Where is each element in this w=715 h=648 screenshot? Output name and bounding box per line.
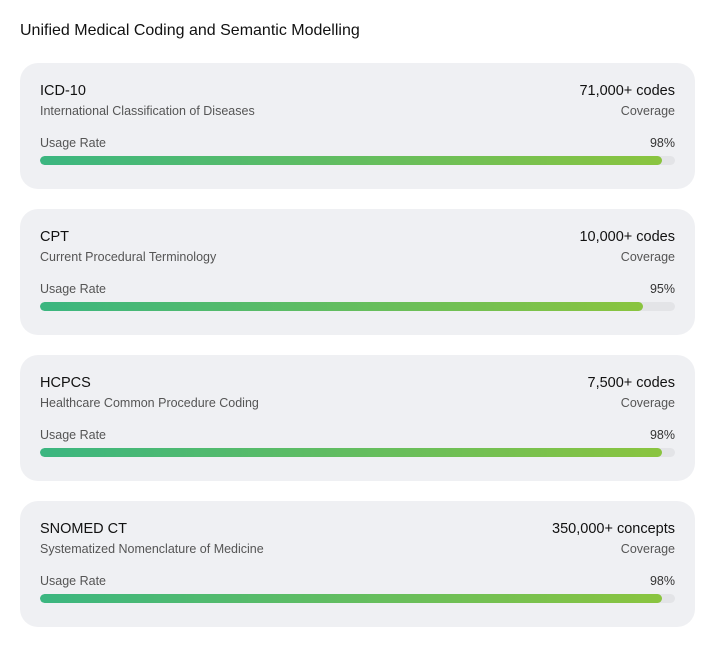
card-header: CPT 10,000+ codes — [40, 229, 675, 245]
card-subheader: International Classification of Diseases… — [40, 99, 675, 118]
coverage-count: 10,000+ codes — [579, 229, 675, 245]
usage-percent: 98% — [649, 428, 675, 442]
usage-row: Usage Rate 98% — [40, 136, 675, 150]
card-subheader: Systematized Nomenclature of Medicine Cov… — [40, 537, 675, 556]
code-system-description: Current Procedural Terminology — [40, 250, 217, 264]
coverage-count: 7,500+ codes — [587, 375, 675, 391]
code-system-name: CPT — [40, 229, 69, 245]
usage-percent: 98% — [649, 574, 675, 588]
card-subheader: Current Procedural Terminology Coverage — [40, 245, 675, 264]
usage-label: Usage Rate — [40, 136, 107, 150]
usage-label: Usage Rate — [40, 282, 107, 296]
page-title: Unified Medical Coding and Semantic Mode… — [20, 22, 360, 39]
usage-percent: 95% — [649, 282, 675, 296]
usage-bar — [40, 594, 663, 603]
usage-label: Usage Rate — [40, 428, 107, 442]
coverage-label: Coverage — [620, 542, 675, 556]
code-system-description: International Classification of Diseases — [40, 104, 255, 118]
coverage-label: Coverage — [620, 250, 675, 264]
card-header: HCPCS 7,500+ codes — [40, 375, 675, 391]
usage-track — [40, 594, 675, 603]
card-header: SNOMED CT 350,000+ concepts — [40, 521, 675, 537]
code-system-name: SNOMED CT — [40, 521, 127, 537]
usage-percent: 98% — [649, 136, 675, 150]
card-list: ICD-10 71,000+ codes International Classif… — [20, 63, 695, 647]
card-header: ICD-10 71,000+ codes — [40, 83, 675, 99]
coding-card: CPT 10,000+ codes Current Procedural Termi… — [20, 209, 695, 335]
code-system-name: ICD-10 — [40, 83, 86, 99]
usage-label: Usage Rate — [40, 574, 107, 588]
usage-bar — [40, 302, 644, 311]
usage-track — [40, 448, 675, 457]
coverage-label: Coverage — [620, 104, 675, 118]
usage-row: Usage Rate 95% — [40, 282, 675, 296]
code-system-description: Healthcare Common Procedure Coding — [40, 396, 259, 410]
usage-track — [40, 302, 675, 311]
coverage-label: Coverage — [620, 396, 675, 410]
coverage-count: 71,000+ codes — [579, 83, 675, 99]
usage-bar — [40, 156, 663, 165]
code-system-description: Systematized Nomenclature of Medicine — [40, 542, 264, 556]
usage-bar — [40, 448, 663, 457]
usage-track — [40, 156, 675, 165]
usage-row: Usage Rate 98% — [40, 428, 675, 442]
card-subheader: Healthcare Common Procedure Coding Covera… — [40, 391, 675, 410]
coding-card: HCPCS 7,500+ codes Healthcare Common Proce… — [20, 355, 695, 481]
coding-card: SNOMED CT 350,000+ concepts Systematized N… — [20, 501, 695, 627]
coding-card: ICD-10 71,000+ codes International Classif… — [20, 63, 695, 189]
usage-row: Usage Rate 98% — [40, 574, 675, 588]
coverage-count: 350,000+ concepts — [552, 521, 675, 537]
code-system-name: HCPCS — [40, 375, 91, 391]
